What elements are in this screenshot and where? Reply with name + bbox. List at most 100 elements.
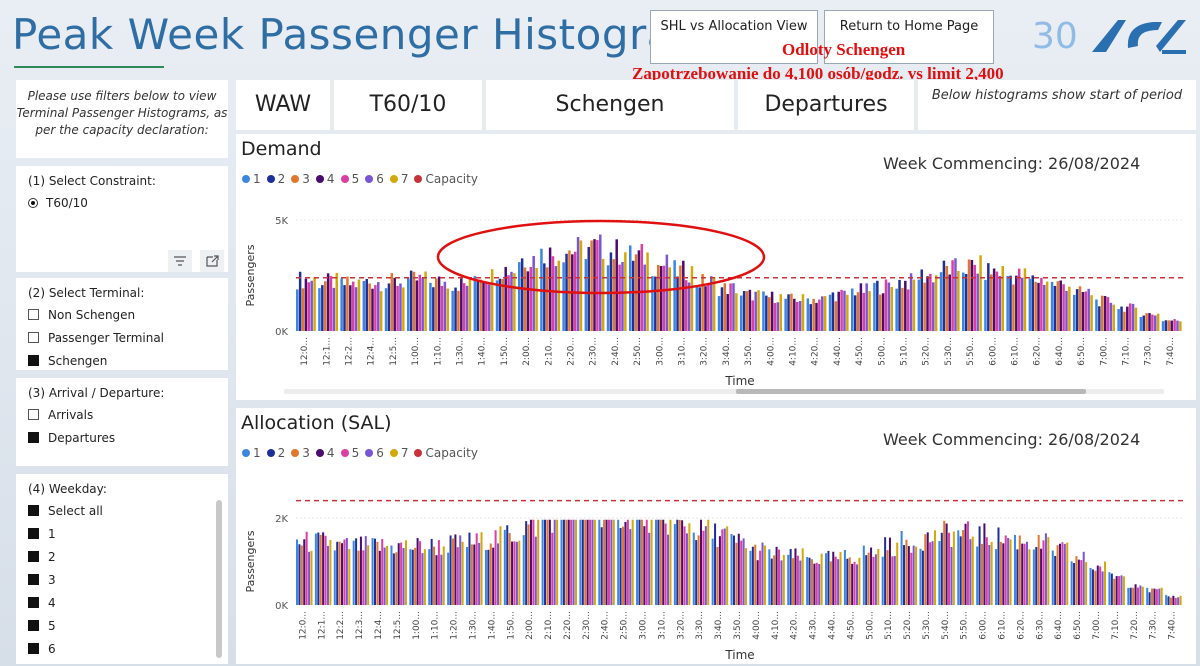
arrdep-option-departures[interactable]: Departures <box>28 429 228 446</box>
data-bar <box>612 259 616 331</box>
data-bar <box>377 282 380 331</box>
data-bar <box>648 532 651 605</box>
data-bar <box>553 519 556 605</box>
data-bar <box>461 541 464 605</box>
return-home-button[interactable]: Return to Home Page <box>824 10 994 64</box>
weekday-header: (4) Weekday: <box>28 482 107 496</box>
data-bar <box>654 519 657 605</box>
data-bar <box>997 527 1000 605</box>
data-bar <box>329 540 332 605</box>
data-bar <box>1169 597 1172 605</box>
data-bar <box>359 536 362 605</box>
data-bar <box>515 541 518 605</box>
data-bar <box>584 259 588 331</box>
data-bar <box>714 523 717 605</box>
data-bar <box>399 283 402 331</box>
data-bar <box>546 519 549 605</box>
weekday-option-1[interactable]: 1 <box>28 525 228 542</box>
data-bar <box>518 540 521 605</box>
data-bar <box>856 292 860 331</box>
expand-icon[interactable] <box>200 250 224 272</box>
legend-item-7: 7 <box>389 172 408 186</box>
data-bar <box>362 550 365 605</box>
weekday-scrollbar[interactable] <box>216 500 222 658</box>
data-bar <box>590 240 593 331</box>
data-bar <box>704 286 707 331</box>
data-bar <box>541 519 544 605</box>
data-bar <box>939 272 943 331</box>
weekday-option-2[interactable]: 2 <box>28 548 228 565</box>
data-bar <box>1167 320 1171 331</box>
data-bar <box>1073 563 1076 605</box>
data-bar <box>1045 281 1049 331</box>
data-bar <box>1126 306 1129 331</box>
shl-vs-allocation-button[interactable]: SHL vs Allocation View <box>650 10 818 64</box>
data-bar <box>1009 539 1012 605</box>
data-bar <box>794 548 797 605</box>
data-bar <box>411 549 414 605</box>
terminal-option-passenger-terminal[interactable]: Passenger Terminal <box>28 329 228 346</box>
data-bar <box>887 282 891 331</box>
arrdep-option-arrivals[interactable]: Arrivals <box>28 406 228 423</box>
data-bar <box>825 553 828 605</box>
data-bar <box>809 304 812 331</box>
x-tick-label: 12:1... <box>322 337 332 366</box>
data-bar <box>1134 307 1138 331</box>
data-bar <box>757 290 760 331</box>
data-bar <box>912 545 915 605</box>
terminal-option-non-schengen[interactable]: Non Schengen <box>28 306 228 323</box>
legend-dot-icon <box>414 175 423 183</box>
filter-icon[interactable] <box>168 250 192 272</box>
x-tick-label: 7:20... <box>1130 611 1140 640</box>
data-bar <box>846 294 849 331</box>
data-bar <box>843 549 846 605</box>
x-tick-label: 6:20... <box>1033 337 1043 366</box>
terminal-header: (2) Select Terminal: <box>28 286 145 300</box>
data-bar <box>664 523 667 605</box>
data-bar <box>995 271 999 331</box>
terminal-option-schengen[interactable]: Schengen <box>28 352 228 369</box>
data-bar <box>304 278 308 331</box>
x-axis-label: Time <box>724 374 754 388</box>
x-tick-label: 1:50... <box>500 337 510 366</box>
data-bar <box>298 271 302 331</box>
data-bar <box>326 273 330 331</box>
data-bar <box>300 545 303 605</box>
weekday-option-4[interactable]: 4 <box>28 594 228 611</box>
data-bar <box>948 532 951 605</box>
data-bar <box>456 547 459 605</box>
data-bar <box>603 519 606 605</box>
filter-instructions: Please use filters below to view Termina… <box>16 80 228 158</box>
x-tick-label: 12:3... <box>355 611 365 640</box>
x-tick-label: 4:30... <box>809 611 819 640</box>
data-bar <box>527 524 530 605</box>
data-bar <box>870 547 873 605</box>
data-bar <box>615 239 618 331</box>
weekday-option-5[interactable]: 5 <box>28 617 228 634</box>
data-bar <box>695 540 698 605</box>
data-bar <box>562 262 565 331</box>
data-bar <box>729 283 732 331</box>
constraint-option[interactable]: T60/10 <box>28 194 228 211</box>
weekday-option-select-all[interactable]: Select all <box>28 502 228 519</box>
x-tick-label: 4:00... <box>752 611 762 640</box>
data-bar <box>878 294 882 331</box>
data-bar <box>840 289 843 331</box>
data-bar <box>473 276 477 331</box>
data-bar <box>732 283 735 331</box>
data-bar <box>784 298 787 331</box>
data-bar <box>1070 561 1073 605</box>
weekday-option-3[interactable]: 3 <box>28 571 228 588</box>
data-bar <box>945 523 948 605</box>
data-bar <box>346 276 349 331</box>
data-bar <box>906 289 910 331</box>
weekday-option-6[interactable]: 6 <box>28 640 228 657</box>
data-bar <box>1173 319 1176 331</box>
data-bar <box>992 268 996 331</box>
data-bar <box>954 258 957 331</box>
data-bar <box>1009 275 1012 331</box>
data-bar <box>432 287 435 331</box>
legend-item-5: 5 <box>340 446 359 460</box>
direction-tile: Departures <box>738 80 914 130</box>
data-bar <box>629 245 632 331</box>
